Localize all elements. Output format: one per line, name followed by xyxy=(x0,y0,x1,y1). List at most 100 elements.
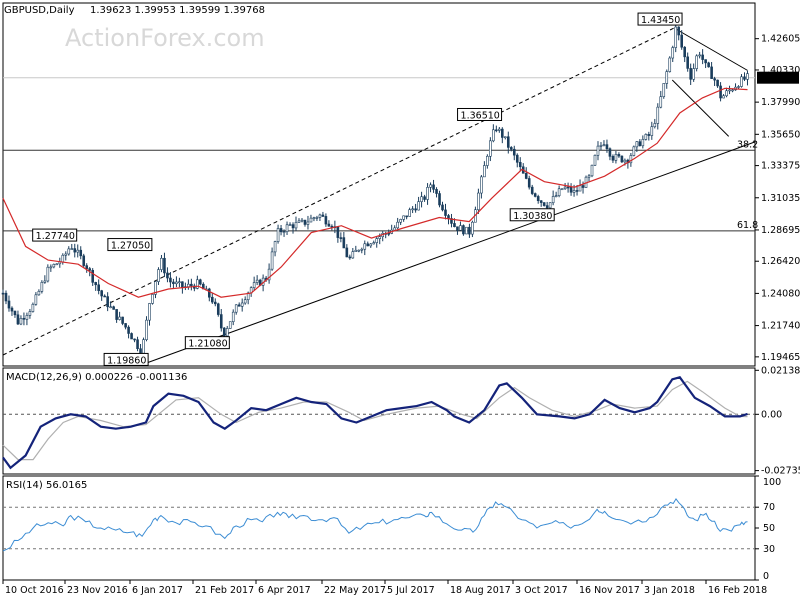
candle-body xyxy=(288,224,292,226)
candle-body xyxy=(366,243,370,247)
candle-body xyxy=(94,282,97,286)
x-axis: 10 Oct 2016 23 Nov 2016 6 Jan 2017 21 Feb 2… xyxy=(2,580,767,596)
swing-label: 1.27740 xyxy=(36,231,75,242)
candle-body xyxy=(740,76,743,87)
candle-body xyxy=(599,145,603,147)
candle-body xyxy=(477,192,480,211)
candle-body xyxy=(405,215,408,218)
candle-body xyxy=(686,56,689,69)
candle-body xyxy=(88,268,92,271)
rsi-tick-label: 30 xyxy=(763,544,775,555)
candle-body xyxy=(25,315,29,320)
candle-body xyxy=(486,155,489,166)
candle-body xyxy=(34,294,38,305)
candle-body xyxy=(495,129,498,132)
x-tick-label: 22 May 2017 xyxy=(324,585,386,596)
ohlc-label: 1.39623 1.39953 1.39599 1.39768 xyxy=(90,5,265,16)
candle-body xyxy=(557,188,561,196)
candle-body xyxy=(432,184,435,190)
candle-body xyxy=(713,78,716,81)
candle-body xyxy=(339,237,343,239)
rsi-label: RSI(14) 56.0165 xyxy=(6,480,87,491)
x-tick-label: 18 Aug 2017 xyxy=(450,585,511,596)
candle-body xyxy=(315,217,319,219)
candle-body xyxy=(127,326,130,334)
fib-level-label: 61.8 xyxy=(737,220,758,231)
candle-body xyxy=(327,223,331,227)
candle-body xyxy=(465,226,468,235)
candle-body xyxy=(719,85,722,99)
candle-body xyxy=(64,253,68,256)
x-tick-label: 21 Feb 2017 xyxy=(195,585,254,596)
candle-body xyxy=(378,236,382,239)
price-tick-label: 1.21740 xyxy=(761,321,800,332)
swing-label-box xyxy=(637,12,683,26)
swing-label: 1.36510 xyxy=(461,110,500,121)
candle-body xyxy=(492,129,495,142)
candle-body xyxy=(429,184,432,188)
wedge-upper-line xyxy=(675,28,748,71)
candle-body xyxy=(321,214,325,217)
candle-body xyxy=(501,128,504,138)
candle-body xyxy=(31,303,35,312)
rsi-panel: 100 70 50 30 0 xyxy=(2,475,781,582)
candle-body xyxy=(590,164,594,177)
swing-label: 1.19860 xyxy=(107,355,146,366)
channel-upper-line xyxy=(2,26,677,356)
candle-body xyxy=(115,309,118,320)
candle-body xyxy=(581,185,585,188)
price-tick-label: 1.26420 xyxy=(761,256,800,267)
candle-body xyxy=(154,281,157,295)
candle-body xyxy=(653,123,657,128)
candle-body xyxy=(611,156,615,161)
candle-body xyxy=(387,233,390,235)
candle-body xyxy=(40,282,44,292)
candle-body xyxy=(411,208,414,211)
candle-body xyxy=(243,299,247,304)
symbol-label: GBPUSD,Daily xyxy=(4,5,75,16)
macd-tick-label: -0.027353 xyxy=(761,466,800,477)
candle-body xyxy=(453,223,456,228)
candle-body xyxy=(414,208,417,211)
candle-body xyxy=(103,295,106,298)
candle-body xyxy=(596,145,600,156)
swing-label: 1.30380 xyxy=(513,211,552,222)
candle-body xyxy=(647,134,651,136)
candle-body xyxy=(142,339,145,354)
current-price-box xyxy=(757,71,799,84)
candle-body xyxy=(199,279,202,285)
candle-body xyxy=(489,140,492,157)
macd-signal-line xyxy=(2,380,748,461)
price-tick-label: 1.31035 xyxy=(761,193,800,204)
candle-body xyxy=(178,281,181,284)
candle-body xyxy=(689,68,692,80)
candle-body xyxy=(49,266,53,269)
candle-body xyxy=(617,154,621,157)
candle-body xyxy=(1,292,5,295)
panel-frame xyxy=(2,475,756,581)
candle-body xyxy=(240,302,244,307)
moving-average-line xyxy=(2,87,748,298)
candle-body xyxy=(342,237,346,249)
candle-body xyxy=(172,281,175,285)
candle-body xyxy=(572,190,576,193)
candle-body xyxy=(109,306,112,309)
candle-body xyxy=(447,215,450,219)
x-tick-label: 16 Nov 2017 xyxy=(579,585,640,596)
candle-body xyxy=(566,186,570,189)
candle-body xyxy=(291,224,295,229)
candle-body xyxy=(139,348,142,354)
candle-body xyxy=(282,231,286,234)
price-panel: 1.42605 1.40330 1.37990 1.35650 1.33375 1.310… xyxy=(1,2,800,367)
price-tick-label: 1.42605 xyxy=(761,34,800,45)
candle-body xyxy=(118,316,121,320)
candle-body xyxy=(587,175,591,178)
candle-body xyxy=(297,220,301,223)
rsi-tick-label: 70 xyxy=(763,502,775,513)
macd-tick-label: 0.00 xyxy=(761,409,782,420)
x-tick-label: 3 Oct 2017 xyxy=(515,585,568,596)
candle-body xyxy=(16,314,20,325)
x-tick-label: 16 Feb 2018 xyxy=(708,585,767,596)
candle-body xyxy=(423,196,426,200)
